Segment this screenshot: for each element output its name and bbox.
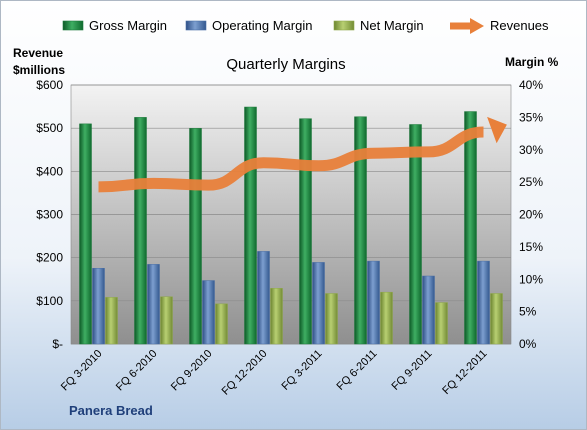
right-tick-label: 25% (519, 175, 543, 189)
revenues-line (98, 126, 484, 193)
net-margin-bar (325, 293, 338, 345)
category-label: FQ 6-2010 (114, 348, 160, 394)
gross-margin-legend-label: Gross Margin (89, 18, 167, 33)
gross-margin-bar (244, 106, 257, 345)
category-labels: FQ 3-2010 FQ 6-2010 FQ 9-2010 FQ 12-2010 FQ … (59, 348, 490, 398)
operating-margin-bar (202, 280, 215, 345)
net-margin-legend-swatch (333, 20, 355, 31)
revenue-line (98, 116, 507, 193)
left-tick-label: $500 (36, 121, 63, 135)
left-axis-title-line1: Revenue (13, 46, 63, 60)
operating-margin-bar (312, 262, 325, 345)
revenues-legend-label: Revenues (490, 18, 549, 33)
operating-margin-bar (477, 260, 490, 345)
gross-margin-bar (299, 118, 312, 345)
net-margin-bar (160, 296, 173, 345)
operating-margin-bar (367, 260, 380, 345)
net-margin-bar (215, 303, 228, 345)
left-tick-label: $400 (36, 164, 63, 178)
category-label: FQ 3-2010 (59, 348, 105, 394)
operating-margin-bar (422, 275, 435, 345)
gross-margin-bar (464, 111, 477, 345)
operating-margin-bar (92, 267, 105, 345)
revenues-legend-arrowhead (470, 18, 484, 34)
net-margin-bar (105, 297, 118, 345)
gross-margin-bar (189, 128, 202, 345)
right-tick-label: 20% (519, 208, 543, 222)
category-label: FQ 9-2011 (390, 348, 435, 393)
right-tick-label: 0% (519, 337, 537, 351)
gross-margin-bar (134, 117, 147, 345)
left-tick-label: $100 (36, 294, 63, 308)
net-margin-bar (380, 291, 393, 345)
gross-margin-bar (79, 123, 92, 345)
left-tick-label: $600 (36, 78, 63, 92)
right-tick-label: 40% (519, 78, 543, 92)
gross-margin-bar (354, 116, 367, 345)
right-tick-label: 30% (519, 143, 543, 157)
net-margin-legend-label: Net Margin (360, 18, 424, 33)
operating-margin-bar (257, 251, 270, 345)
left-axis-ticks: $- $100 $200 $300 $400 $500 $600 (36, 78, 63, 351)
revenues-arrowhead (487, 116, 507, 144)
net-margin-bar (270, 288, 283, 345)
left-axis-title-line2: $millions (13, 63, 65, 77)
right-tick-label: 10% (519, 272, 543, 286)
category-label: FQ 12-2010 (220, 348, 270, 398)
left-tick-label: $200 (36, 251, 63, 265)
left-tick-label: $300 (36, 208, 63, 222)
right-tick-label: 35% (519, 110, 543, 124)
category-label: FQ 9-2010 (169, 348, 215, 394)
gross-margin-bar (409, 124, 422, 345)
right-tick-label: 15% (519, 240, 543, 254)
company-annotation: Panera Bread (69, 403, 153, 418)
right-axis-title: Margin % (505, 55, 559, 69)
net-margin-bar (435, 302, 448, 345)
category-label: FQ 12-2011 (440, 348, 489, 397)
bars (79, 106, 503, 345)
operating-margin-bar (147, 264, 160, 345)
left-tick-label: $- (52, 337, 63, 351)
operating-margin-legend-label: Operating Margin (212, 18, 312, 33)
net-margin-bar (490, 293, 503, 345)
right-axis-ticks: 0% 5% 10% 15% 20% 25% 30% 35% 40% (519, 78, 543, 351)
operating-margin-legend-swatch (185, 20, 207, 31)
category-label: FQ 6-2011 (335, 348, 380, 393)
gross-margin-legend-swatch (62, 20, 84, 31)
category-label: FQ 3-2011 (280, 348, 325, 393)
legend: Gross Margin Operating Margin Net Margin Re… (62, 18, 549, 34)
right-tick-label: 5% (519, 305, 537, 319)
chart-title: Quarterly Margins (226, 56, 345, 73)
